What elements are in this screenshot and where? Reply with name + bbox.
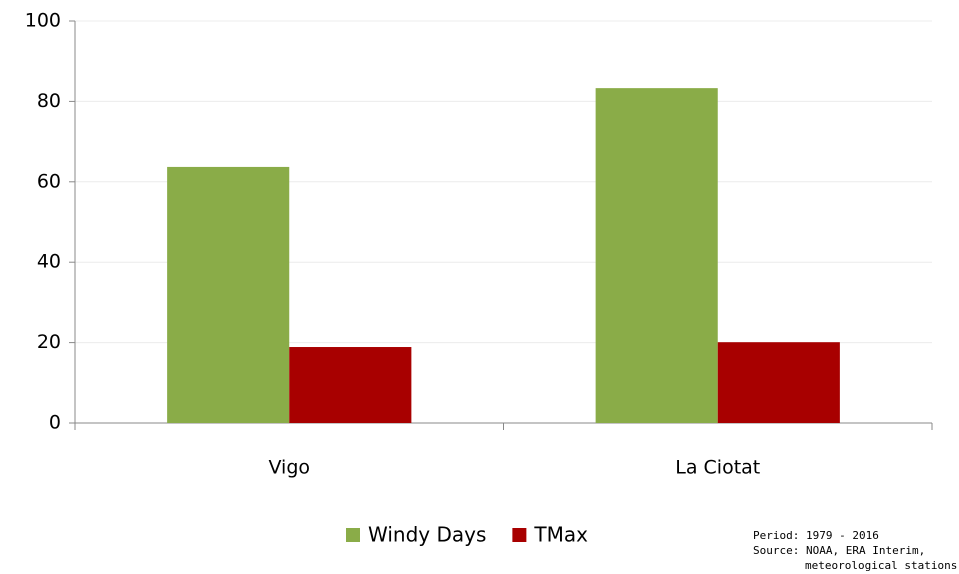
y-tick-label: 80 <box>37 90 61 112</box>
bar <box>167 166 290 423</box>
y-tick-label: 20 <box>37 331 61 353</box>
y-tick-label: 0 <box>49 412 61 434</box>
bar <box>595 88 718 423</box>
annotation: Period: 1979 - 2016 <box>753 529 879 542</box>
legend-label: TMax <box>533 523 588 547</box>
y-tick-label: 100 <box>25 10 61 32</box>
annotation: Source: NOAA, ERA Interim, <box>753 544 925 557</box>
x-tick-label: La Ciotat <box>675 457 760 479</box>
y-tick-label: 60 <box>37 170 61 192</box>
x-tick-label: Vigo <box>268 457 310 479</box>
bar <box>717 342 840 423</box>
legend-swatch <box>346 528 360 542</box>
legend-label: Windy Days <box>368 523 486 547</box>
annotation: meteorological stations <box>805 559 957 572</box>
legend-swatch <box>512 528 527 542</box>
y-tick-label: 40 <box>37 251 61 273</box>
bar <box>289 347 412 423</box>
